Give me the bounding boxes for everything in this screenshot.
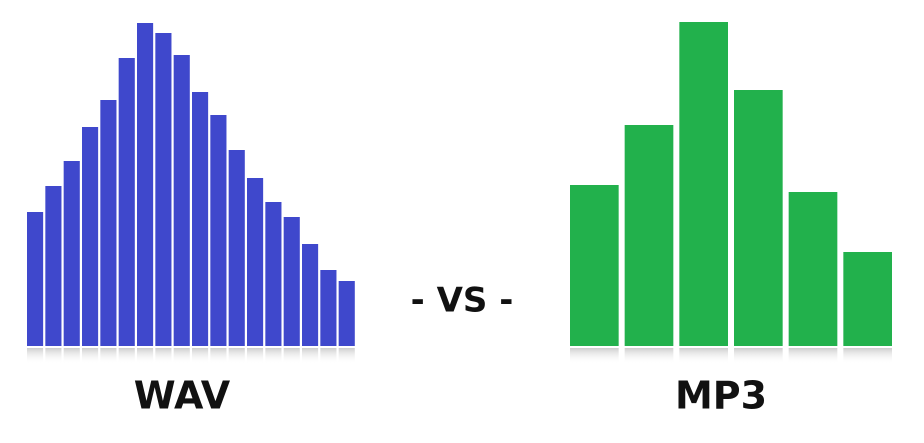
bar bbox=[734, 90, 783, 346]
bar-reflection bbox=[192, 348, 209, 364]
vs-label: - VS - bbox=[411, 281, 514, 321]
bar bbox=[118, 58, 135, 346]
bar bbox=[82, 127, 99, 346]
bar bbox=[27, 212, 44, 346]
bar bbox=[843, 252, 892, 346]
bar-reflection bbox=[137, 348, 154, 364]
bar bbox=[155, 33, 172, 346]
bar bbox=[247, 178, 264, 346]
bar bbox=[338, 281, 355, 346]
bar bbox=[63, 161, 80, 346]
bar bbox=[265, 202, 282, 346]
bar-reflection bbox=[210, 348, 227, 364]
bar-reflection bbox=[27, 348, 44, 364]
bar-reflection bbox=[82, 348, 99, 364]
bar bbox=[679, 22, 728, 346]
bar-reflection bbox=[45, 348, 62, 364]
bar bbox=[45, 186, 62, 346]
bar-reflection bbox=[173, 348, 190, 364]
bar bbox=[302, 244, 319, 346]
bar bbox=[283, 217, 300, 346]
bar bbox=[173, 55, 190, 346]
bar-reflection bbox=[155, 348, 172, 364]
bar-reflection bbox=[570, 348, 619, 364]
bar-reflection bbox=[265, 348, 282, 364]
bar-reflection bbox=[734, 348, 783, 364]
bar-reflection bbox=[302, 348, 319, 364]
bar-reflection bbox=[624, 348, 674, 364]
bar-reflection bbox=[679, 348, 728, 364]
bar bbox=[210, 115, 227, 346]
bar bbox=[788, 192, 838, 346]
bar-reflection bbox=[247, 348, 264, 364]
bar bbox=[228, 150, 245, 346]
bar-reflection bbox=[338, 348, 355, 364]
chart-title: MP3 bbox=[675, 374, 767, 418]
bar bbox=[192, 92, 209, 346]
bar-reflection bbox=[320, 348, 337, 364]
bar bbox=[100, 100, 117, 346]
chart-title: WAV bbox=[134, 374, 231, 418]
bar bbox=[137, 23, 154, 346]
bar-reflection bbox=[63, 348, 80, 364]
bar-reflection bbox=[788, 348, 838, 364]
bar-reflection bbox=[118, 348, 135, 364]
bar-reflection bbox=[843, 348, 892, 364]
bar-reflection bbox=[283, 348, 300, 364]
bar bbox=[570, 185, 619, 346]
bar-reflection bbox=[228, 348, 245, 364]
bar-reflection bbox=[100, 348, 117, 364]
bar bbox=[320, 270, 337, 346]
bar bbox=[624, 125, 674, 346]
